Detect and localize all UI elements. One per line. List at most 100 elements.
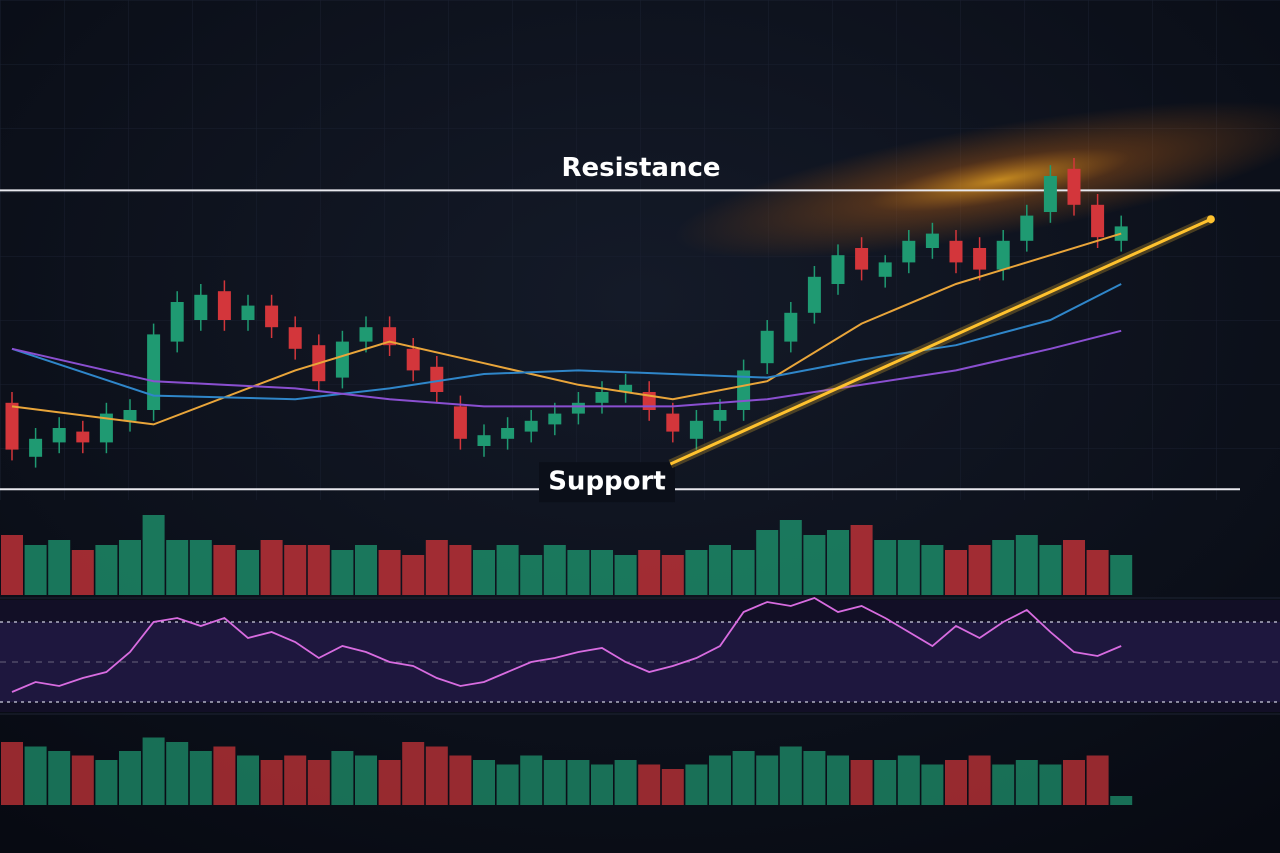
candle-body xyxy=(217,291,231,320)
histogram-bar xyxy=(237,755,259,805)
volume-bar xyxy=(1110,555,1133,595)
candle-body xyxy=(689,420,703,439)
volume-bar xyxy=(473,550,495,595)
level-label: Support xyxy=(548,467,666,497)
candle-body xyxy=(524,420,538,432)
candle-body xyxy=(288,327,302,349)
candle-body xyxy=(831,255,845,284)
volume-bar xyxy=(449,545,472,595)
candle-body xyxy=(241,305,255,320)
grid xyxy=(0,0,1280,500)
histogram-bar xyxy=(543,760,566,805)
candle-body xyxy=(666,413,680,432)
candle-body xyxy=(571,402,585,414)
volume-bar xyxy=(709,545,731,595)
histogram-bar xyxy=(284,755,307,805)
histogram-bar xyxy=(142,737,165,805)
candle-body xyxy=(1020,215,1034,241)
histogram-bar xyxy=(591,764,613,805)
histogram-bar xyxy=(331,751,354,805)
volume-bar xyxy=(661,555,684,595)
candle-body xyxy=(123,410,137,421)
volume-bar xyxy=(638,550,661,595)
histogram-bar xyxy=(803,751,826,805)
candle-body xyxy=(99,413,113,443)
candle-body xyxy=(595,392,609,403)
candle-body xyxy=(902,240,916,263)
volume-bar xyxy=(378,550,401,595)
volume-bar xyxy=(614,555,637,595)
histogram-bar xyxy=(567,760,590,805)
histogram-bar xyxy=(402,742,425,805)
histogram-bar xyxy=(24,746,47,805)
volume-bar xyxy=(284,545,307,595)
histogram-bar xyxy=(189,751,212,805)
volume-bar xyxy=(24,545,47,595)
volume-bar xyxy=(189,540,212,595)
volume-bar xyxy=(520,555,543,595)
histogram-bar xyxy=(213,746,236,805)
histogram-bar xyxy=(614,760,637,805)
histogram-bar xyxy=(520,755,543,805)
histogram-bar xyxy=(732,751,755,805)
histogram-bar xyxy=(685,764,708,805)
histogram-bar xyxy=(661,769,684,805)
candle-body xyxy=(973,248,987,270)
candle-body xyxy=(855,248,869,270)
volume-bar xyxy=(591,550,613,595)
candle-body xyxy=(713,410,727,421)
candle-body xyxy=(52,428,66,443)
candle-body xyxy=(925,233,939,248)
candle-body xyxy=(996,240,1010,270)
volume-bar xyxy=(732,550,755,595)
candle-body xyxy=(1114,226,1128,241)
histogram-bar xyxy=(378,760,401,805)
moving-average xyxy=(11,232,1122,426)
histogram-bar xyxy=(992,764,1015,805)
histogram-bar xyxy=(425,746,448,805)
histogram-bar xyxy=(1,742,23,805)
histogram-bar xyxy=(874,760,897,805)
histogram-bar xyxy=(355,755,377,805)
volume-bar xyxy=(945,550,967,595)
candle-body xyxy=(949,240,963,263)
candle-body xyxy=(430,366,444,392)
histogram-bar xyxy=(921,764,944,805)
volume-bar xyxy=(425,540,448,595)
candle-body xyxy=(359,327,373,342)
label-background xyxy=(539,462,675,503)
trendline xyxy=(669,217,1212,466)
candle-body xyxy=(29,438,43,457)
histogram-bar xyxy=(473,760,495,805)
histogram-bar xyxy=(1015,760,1038,805)
volume-bar xyxy=(331,550,354,595)
candle-body xyxy=(760,330,774,364)
histogram-bar xyxy=(307,760,330,805)
moving-average xyxy=(11,283,1122,401)
histogram-bar xyxy=(638,764,661,805)
histogram-bar xyxy=(95,760,118,805)
histogram-bar xyxy=(48,751,71,805)
volume-bar xyxy=(496,545,519,595)
candle-body xyxy=(1043,176,1057,212)
histogram-bar xyxy=(968,755,991,805)
level-label: Resistance xyxy=(561,153,720,183)
volume-bar xyxy=(119,540,141,595)
candle-body xyxy=(194,294,208,320)
histogram-bar xyxy=(1063,760,1085,805)
candle-body xyxy=(383,327,397,346)
candle-body xyxy=(170,302,184,342)
volume-bar xyxy=(213,545,236,595)
volume-bar xyxy=(1039,545,1062,595)
volume-bar xyxy=(237,550,259,595)
histogram-bar xyxy=(1039,764,1062,805)
volume-bar xyxy=(850,525,873,595)
histogram-bar xyxy=(260,760,283,805)
candle-body xyxy=(784,312,798,342)
histogram-bar xyxy=(756,755,779,805)
volume-bar xyxy=(1015,535,1038,595)
histogram-bar xyxy=(71,755,94,805)
volume-bar xyxy=(827,530,849,595)
volume-bar xyxy=(95,545,118,595)
